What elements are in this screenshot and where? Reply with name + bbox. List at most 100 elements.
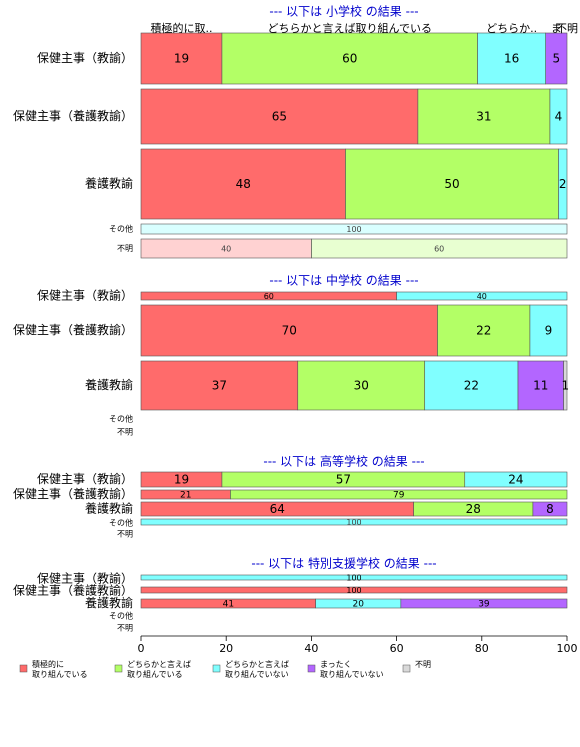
value-label: 19 <box>174 52 189 66</box>
row-label: 不明 <box>117 428 133 437</box>
value-label: 100 <box>346 518 361 527</box>
row-label: 養護教諭 <box>85 501 133 516</box>
row-label: 保健主事（養護教諭） <box>13 322 133 337</box>
value-label: 22 <box>476 324 491 338</box>
panel-title: --- 以下は 小学校 の結果 --- <box>269 4 418 19</box>
legend-label: 不明 <box>415 660 431 669</box>
bar-segment <box>311 238 568 259</box>
header-label: どちらか.. <box>486 22 537 35</box>
value-label: 2 <box>559 177 567 191</box>
value-label: 40 <box>477 292 487 301</box>
row-label: その他 <box>109 518 133 528</box>
value-label: 57 <box>336 473 351 487</box>
value-label: 60 <box>264 292 274 301</box>
header-label: どちらかと言えば取り組んでいる <box>268 22 432 35</box>
row-label: 保健主事（養護教諭） <box>13 108 133 123</box>
value-label: 20 <box>353 600 365 610</box>
x-tick-label: 20 <box>219 642 233 655</box>
bar-segment <box>563 360 568 411</box>
bar-segment <box>400 598 568 609</box>
value-label: 37 <box>212 379 227 393</box>
row-label: 養護教諭 <box>85 377 133 392</box>
value-label: 22 <box>464 379 479 393</box>
bar-segment <box>140 518 568 526</box>
x-tick-label: 100 <box>557 642 578 655</box>
value-label: 9 <box>545 324 553 338</box>
legend-swatch <box>19 664 28 673</box>
value-label: 48 <box>236 177 251 191</box>
bar-segment <box>140 148 346 220</box>
bar-segment <box>396 291 568 301</box>
bar-segment <box>529 304 568 357</box>
bar-segment <box>221 32 478 85</box>
value-label: 31 <box>476 110 491 124</box>
value-label: 40 <box>221 245 231 254</box>
row-label: 保健主事（教諭） <box>37 288 133 303</box>
value-label: 60 <box>342 52 357 66</box>
bar-segment <box>477 32 547 85</box>
value-label: 8 <box>546 502 554 516</box>
value-label: 100 <box>346 574 361 583</box>
row-label: 不明 <box>117 530 133 539</box>
row-label: 養護教諭 <box>85 595 133 610</box>
bar-segment <box>140 32 223 85</box>
bar-segment <box>549 88 568 145</box>
header-label: ま <box>551 22 562 35</box>
row-label: 養護教諭 <box>85 176 133 191</box>
value-label: 100 <box>346 586 361 595</box>
value-label: 4 <box>555 110 563 124</box>
value-label: 30 <box>354 379 369 393</box>
row-label: 保健主事（教諭） <box>37 571 133 586</box>
x-tick-label: 60 <box>390 642 404 655</box>
value-label: 39 <box>478 600 490 610</box>
header-label: 不明 <box>556 22 578 35</box>
legend-label: どちらかと言えば 取り組んでいる <box>127 660 191 679</box>
legend-label: 積極的に 取り組んでいる <box>32 660 88 679</box>
bar-segment <box>230 489 568 500</box>
row-label: その他 <box>109 611 133 621</box>
value-label: 19 <box>174 473 189 487</box>
legend-label: まったく 取り組んでいない <box>320 660 384 679</box>
bar-segment <box>140 586 568 594</box>
panel-title: --- 以下は 中学校 の結果 --- <box>269 273 418 288</box>
value-label: 1 <box>561 379 569 393</box>
legend-label: どちらかと言えば 取り組んでいない <box>225 660 289 679</box>
value-label: 5 <box>553 52 561 66</box>
row-label: 保健主事（養護教諭） <box>13 486 133 501</box>
row-label: その他 <box>109 224 133 234</box>
bar-segment <box>140 574 568 581</box>
value-label: 65 <box>272 110 287 124</box>
x-tick-label: 0 <box>138 642 145 655</box>
bar-segment <box>437 304 531 357</box>
value-label: 21 <box>180 491 191 501</box>
legend-swatch <box>307 664 316 673</box>
x-tick-label: 40 <box>304 642 318 655</box>
bar-segment <box>140 360 299 411</box>
value-label: 50 <box>444 177 459 191</box>
row-label: その他 <box>109 414 133 424</box>
value-label: 11 <box>533 379 548 393</box>
x-tick-label: 80 <box>475 642 489 655</box>
value-label: 70 <box>282 324 297 338</box>
bar-segment <box>345 148 559 220</box>
value-label: 100 <box>346 225 361 234</box>
bar-segment <box>464 471 568 488</box>
header-label: 積極的に取.. <box>150 21 212 35</box>
bar-segment <box>140 304 438 357</box>
row-label: 保健主事（教諭） <box>37 471 133 486</box>
bar-segment <box>140 223 568 235</box>
bar-segment <box>417 88 551 145</box>
bar-segment <box>532 501 568 517</box>
legend-swatch <box>114 664 123 673</box>
row-label: 不明 <box>117 244 133 253</box>
bar-segment <box>517 360 564 411</box>
value-label: 16 <box>504 52 519 66</box>
legend-swatch <box>402 664 411 673</box>
row-label: 不明 <box>117 624 133 633</box>
legend-swatch <box>212 664 221 673</box>
bar-segment <box>545 32 568 85</box>
panel-title: --- 以下は 高等学校 の結果 --- <box>263 454 424 469</box>
value-label: 60 <box>434 245 444 254</box>
